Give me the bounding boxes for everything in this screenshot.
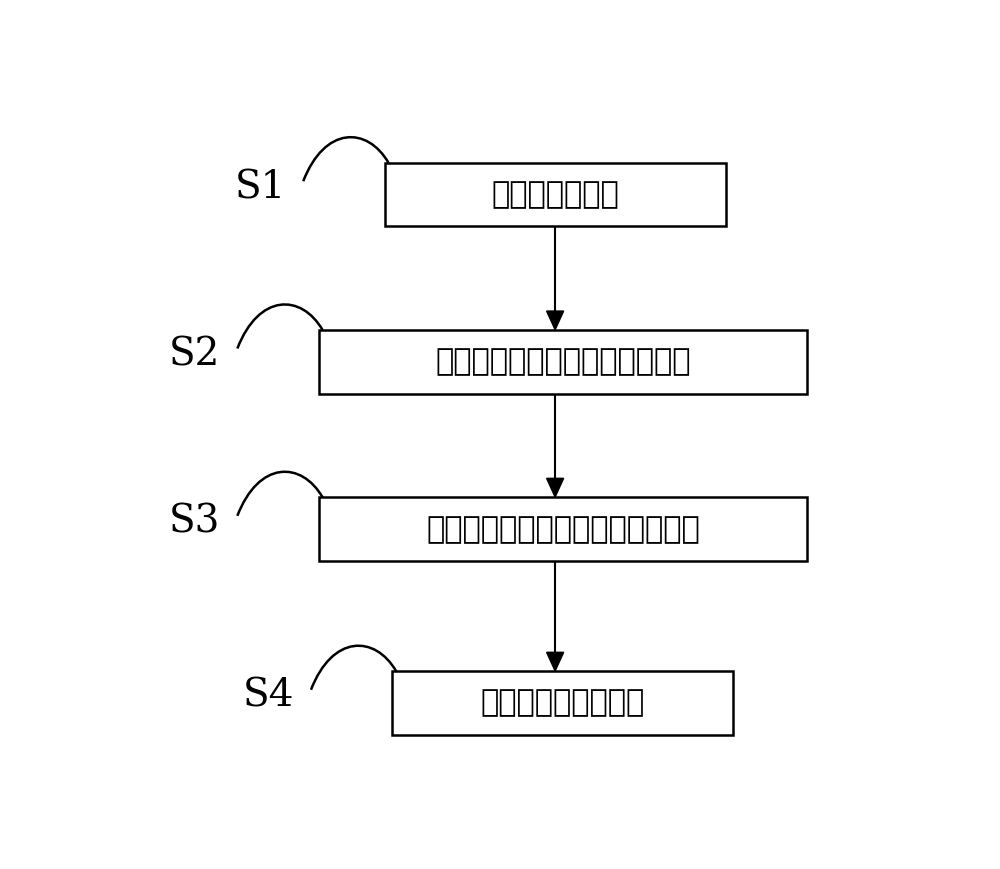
Text: S4: S4 <box>243 678 294 715</box>
Text: 电子文件的生成: 电子文件的生成 <box>491 180 619 209</box>
Text: 电子文件数据的提取、对比和广播: 电子文件数据的提取、对比和广播 <box>426 514 700 544</box>
Text: 电子文件数据的提取: 电子文件数据的提取 <box>481 688 645 718</box>
Text: S2: S2 <box>169 336 220 374</box>
Bar <box>319 497 807 561</box>
Text: S3: S3 <box>169 504 220 541</box>
Bar <box>319 330 807 394</box>
Text: 电子文件数据的加密处理和存储: 电子文件数据的加密处理和存储 <box>435 348 691 376</box>
Polygon shape <box>547 478 564 497</box>
Bar <box>385 163 726 227</box>
Bar <box>392 672 733 735</box>
Polygon shape <box>547 653 564 671</box>
Polygon shape <box>547 311 564 329</box>
Text: S1: S1 <box>235 169 286 207</box>
